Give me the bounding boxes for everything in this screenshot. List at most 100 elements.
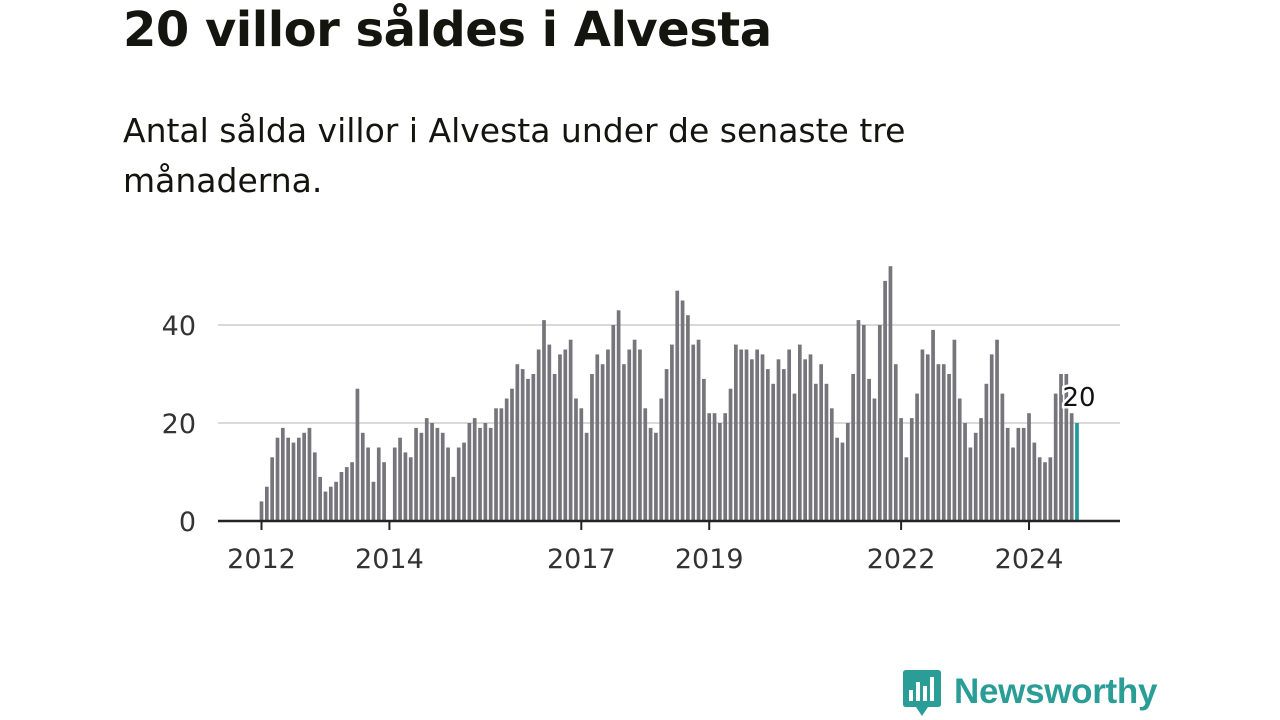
bar <box>270 457 275 521</box>
bar <box>435 427 440 521</box>
bar <box>414 427 418 521</box>
x-tick-label: 2012 <box>227 544 296 575</box>
bar <box>339 472 344 521</box>
bar <box>584 432 589 521</box>
bar <box>552 374 557 521</box>
bar <box>483 423 488 521</box>
labels: 0 20 40 2012 2014 2017 2019 2022 2024 20 <box>162 311 1098 575</box>
bar <box>424 418 429 521</box>
bar <box>504 398 509 521</box>
highlight-value-label: 20 <box>1062 383 1095 413</box>
x-tick-label: 2017 <box>547 544 616 575</box>
bar <box>925 354 930 521</box>
bar <box>776 359 781 521</box>
bar <box>797 344 802 521</box>
bar <box>915 393 919 521</box>
bar <box>1011 447 1015 521</box>
bar <box>771 383 776 521</box>
bar <box>627 349 632 521</box>
bar <box>456 447 461 521</box>
bar <box>275 437 280 521</box>
bar <box>664 369 669 521</box>
bar-chart-speech-bubble-icon <box>903 670 941 716</box>
bar <box>750 359 754 521</box>
bar <box>632 339 637 521</box>
bar <box>643 408 648 521</box>
bar <box>808 354 813 521</box>
bar <box>510 388 514 521</box>
bar <box>1021 427 1026 521</box>
bar <box>467 423 472 521</box>
bar <box>755 349 760 521</box>
bar <box>264 486 269 521</box>
x-tick-label: 2019 <box>675 544 744 575</box>
bar <box>877 325 882 521</box>
bar <box>648 427 653 521</box>
bar <box>1000 393 1005 521</box>
bar <box>520 369 525 521</box>
chart-title: 20 villor såldes i Alvesta <box>123 2 772 58</box>
bar <box>973 432 978 521</box>
y-tick-label: 0 <box>179 507 196 538</box>
bar <box>718 423 722 521</box>
x-tick-label: 2024 <box>995 544 1064 575</box>
bar <box>638 349 642 521</box>
bar <box>760 354 765 521</box>
bar <box>526 378 530 521</box>
bar <box>259 501 264 521</box>
bar <box>462 442 466 521</box>
bar <box>376 447 381 521</box>
bar <box>323 491 328 521</box>
bar <box>392 447 397 521</box>
axes <box>218 519 1120 530</box>
bar <box>739 349 744 521</box>
bar <box>360 432 365 521</box>
bar <box>558 354 562 521</box>
bar <box>781 369 786 521</box>
bar <box>707 413 712 521</box>
bar <box>734 344 738 521</box>
bar <box>499 408 504 521</box>
bar <box>312 452 317 521</box>
bar <box>941 364 946 521</box>
y-tick-label: 40 <box>162 311 196 342</box>
bar <box>574 398 578 521</box>
bar <box>904 457 909 521</box>
bar <box>1005 427 1010 521</box>
bar <box>947 374 951 521</box>
bar <box>515 364 520 521</box>
bar <box>728 388 733 521</box>
bar <box>398 437 402 521</box>
bar <box>430 423 434 521</box>
bar <box>366 447 370 521</box>
bar <box>766 369 770 521</box>
bar <box>536 349 541 521</box>
bar <box>1032 442 1037 521</box>
bar <box>1069 413 1074 521</box>
bar <box>1053 393 1058 521</box>
bar <box>883 280 887 521</box>
bar <box>622 364 626 521</box>
bar <box>350 462 354 521</box>
bar <box>920 349 925 521</box>
bar <box>856 320 861 521</box>
bar <box>1043 462 1047 521</box>
bar <box>968 447 973 521</box>
y-tick-label: 20 <box>162 409 196 440</box>
bar <box>344 467 349 521</box>
bar <box>440 432 445 521</box>
bar <box>957 398 962 521</box>
bar <box>542 320 546 521</box>
bar <box>861 325 866 521</box>
bar-highlight <box>1075 423 1079 521</box>
bar <box>600 364 605 521</box>
bar <box>595 354 600 521</box>
bar <box>989 354 994 521</box>
bar <box>835 437 839 521</box>
bar <box>296 437 301 521</box>
bar <box>840 442 845 521</box>
bar <box>680 300 685 521</box>
bar <box>686 315 690 521</box>
bar <box>899 418 903 521</box>
bar <box>893 364 898 521</box>
